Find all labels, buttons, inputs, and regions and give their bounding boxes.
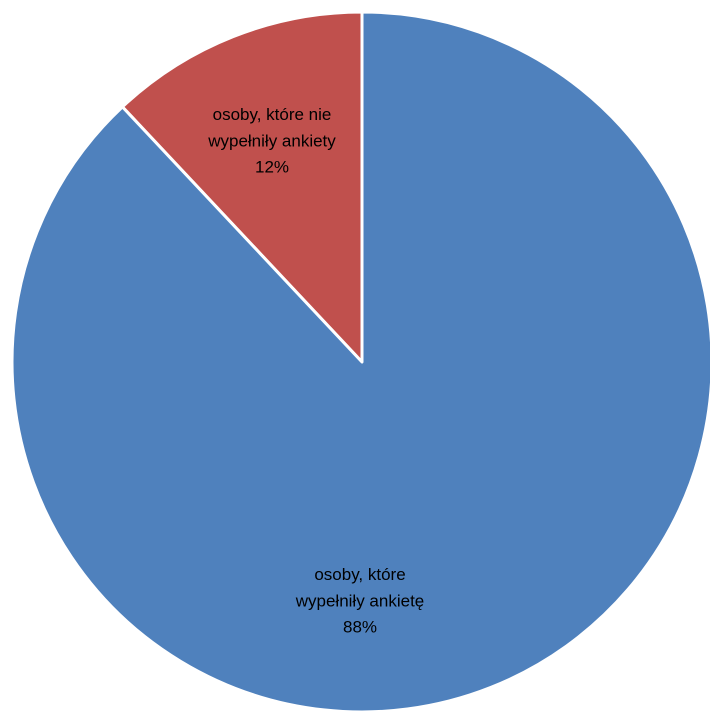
pie-slice-label-1-line-2: 88% xyxy=(343,618,377,637)
pie-slice-label-1-line-0: osoby, które xyxy=(314,565,405,584)
pie-slice-label-0-line-1: wypełniły ankiety xyxy=(207,131,336,150)
pie-labels: osoby, które nie wypełniły ankiety 12%osob… xyxy=(207,105,424,637)
pie-slice-1 xyxy=(10,10,710,713)
pie-slice-label-1: osoby, które wypełniły ankietę 88% xyxy=(295,565,425,637)
pie-slice-label-1-line-1: wypełniły ankietę xyxy=(295,591,425,610)
pie-slice-label-0-line-0: osoby, które nie xyxy=(213,105,332,124)
pie-slice-0 xyxy=(120,10,364,364)
pie-slice-label-0: osoby, które nie wypełniły ankiety 12% xyxy=(207,105,336,177)
pie-slices xyxy=(10,10,710,713)
pie-slice-label-0-line-2: 12% xyxy=(255,158,289,177)
